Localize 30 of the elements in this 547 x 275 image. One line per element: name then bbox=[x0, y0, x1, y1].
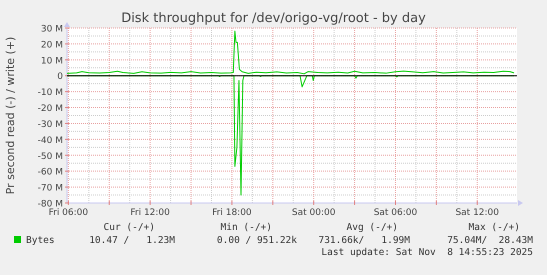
chart-title: Disk throughput for /dev/origo-vg/root - by day bbox=[121, 11, 426, 26]
y-tick-label: -50 M bbox=[38, 152, 63, 162]
text: 10.47 / 1.23M bbox=[89, 235, 176, 246]
y-tick-label: -30 M bbox=[38, 120, 63, 130]
text: Max (-/+) bbox=[468, 222, 520, 233]
y-tick-label: -20 M bbox=[38, 104, 63, 114]
y-tick-label: -80 M bbox=[38, 200, 63, 210]
x-tick-label: Fri 18:00 bbox=[212, 208, 252, 218]
text: 75.04M/ 28.43M bbox=[447, 235, 534, 246]
y-tick-label: -60 M bbox=[38, 168, 63, 178]
x-tick-label: Fri 12:00 bbox=[130, 208, 170, 218]
y-tick-label: 20 M bbox=[40, 40, 63, 50]
y-tick-label: 0 bbox=[57, 72, 64, 82]
y-tick-label: 30 M bbox=[40, 24, 63, 34]
y-tick-label: 10 M bbox=[40, 56, 63, 66]
x-tick-label: Sat 00:00 bbox=[292, 208, 336, 218]
x-tick-label: Sat 06:00 bbox=[374, 208, 418, 218]
legend-label: Bytes bbox=[26, 235, 55, 246]
text: Min (-/+) bbox=[220, 222, 272, 233]
y-tick-label: -10 M bbox=[38, 88, 63, 98]
x-tick-label: Sat 12:00 bbox=[455, 208, 500, 218]
text: Avg (-/+) bbox=[346, 222, 398, 233]
x-tick-label: Fri 06:00 bbox=[48, 208, 88, 218]
text: 731.66k/ 1.99M bbox=[318, 235, 410, 246]
y-tick-label: -70 M bbox=[38, 184, 63, 194]
y-axis-title: Pr second read (-) / write (+) bbox=[4, 36, 17, 194]
text: Cur (-/+) bbox=[104, 222, 155, 233]
text: 0.00 / 951.22k bbox=[216, 235, 298, 246]
y-tick-label: -40 M bbox=[38, 136, 63, 146]
text: Last update: Sat Nov 8 14:55:23 2025 bbox=[321, 247, 533, 258]
